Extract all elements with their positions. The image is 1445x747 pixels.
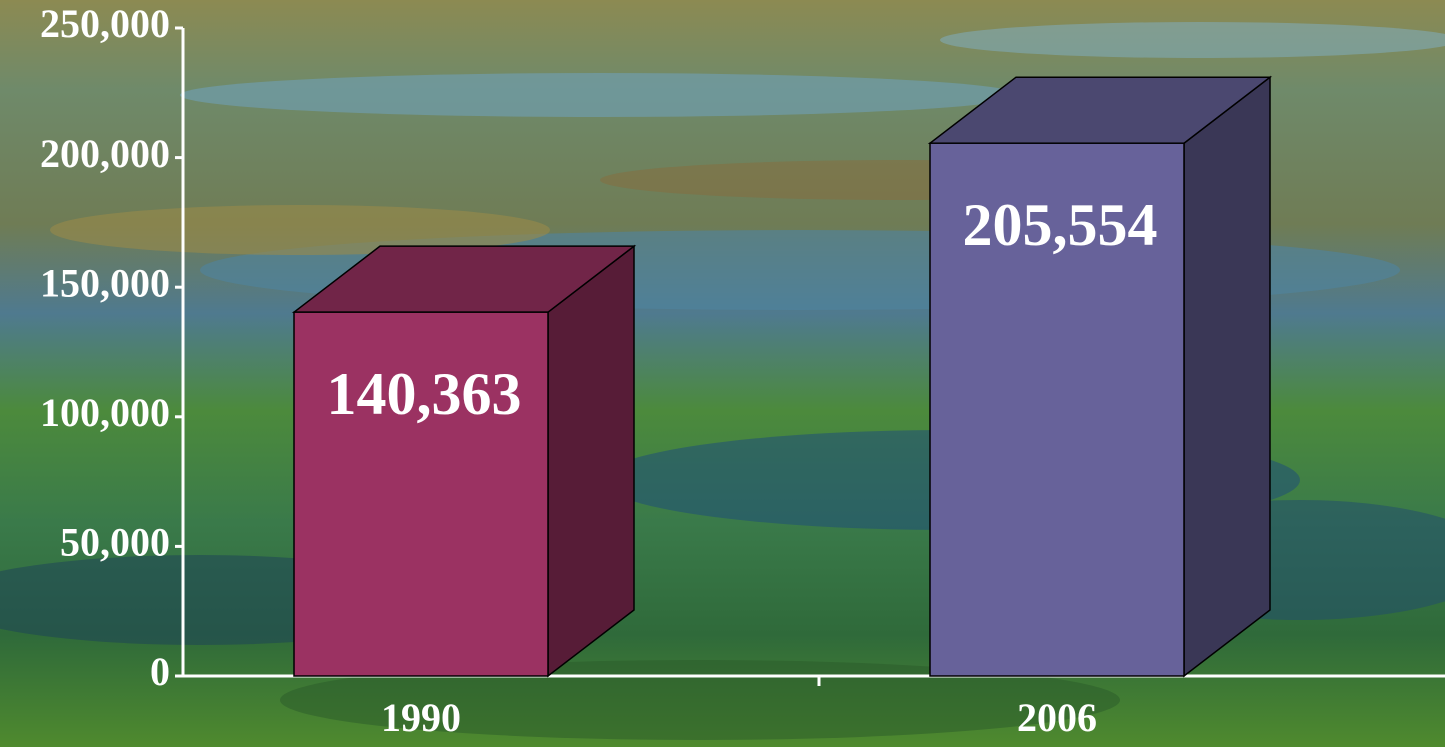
y-tick-label: 0	[150, 649, 170, 694]
y-tick-label: 100,000	[40, 390, 170, 435]
x-tick-label: 2006	[1017, 695, 1097, 740]
value-label: 205,554	[963, 192, 1158, 258]
bar	[929, 142, 1185, 677]
value-label: 140,363	[327, 361, 522, 427]
x-tick-label: 1990	[381, 695, 461, 740]
y-tick-label: 250,000	[40, 1, 170, 46]
y-tick-label: 50,000	[60, 520, 170, 565]
bar-side	[1183, 75, 1271, 678]
y-tick-label: 200,000	[40, 131, 170, 176]
bar-side	[547, 244, 635, 678]
bar	[293, 311, 549, 677]
y-tick-label: 150,000	[40, 260, 170, 305]
